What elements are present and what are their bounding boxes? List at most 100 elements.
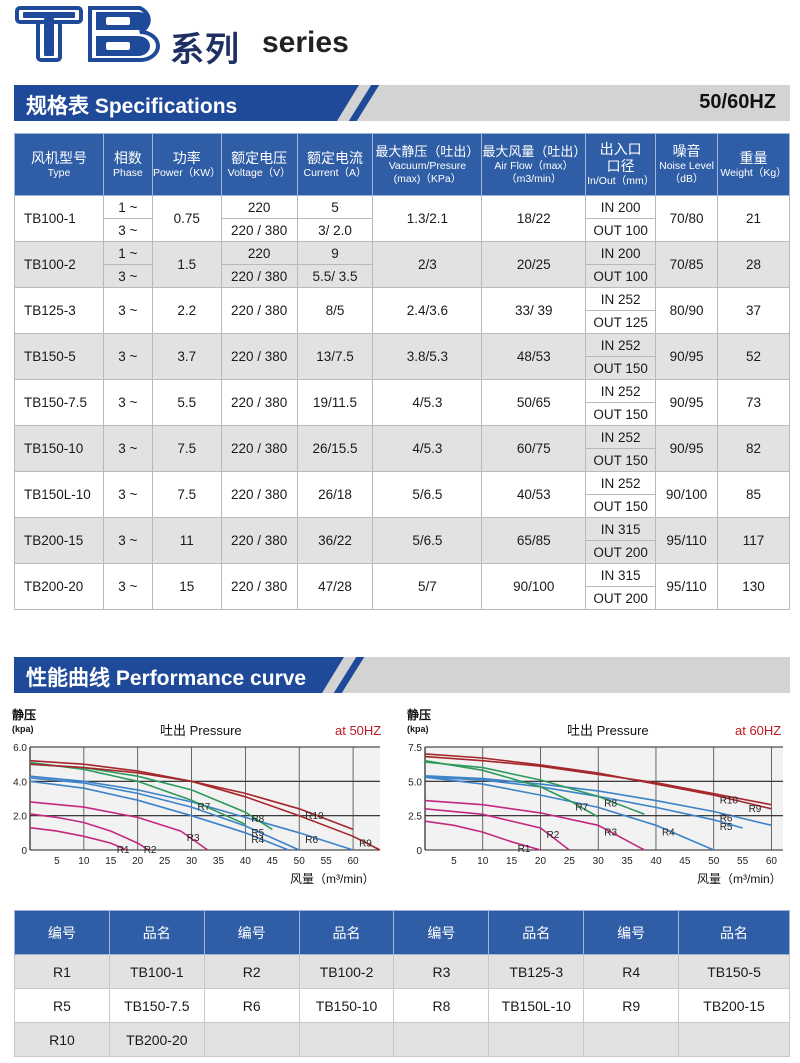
series-line-r9 <box>29 759 381 851</box>
airflow-cell: 33/ 39 <box>481 287 587 334</box>
phase-cell: 3 ~ <box>102 471 153 518</box>
series-line-r5 <box>29 777 300 851</box>
voltage-cell: 220 / 380 <box>220 563 298 610</box>
type-cell: TB150-10 <box>14 425 104 472</box>
series-label: R4 <box>662 827 675 838</box>
y-tick-label: 4.0 <box>13 777 27 788</box>
performance-section-bar: 性能曲线 Performance curve <box>14 657 790 693</box>
phase-cell: 1 ~ <box>102 241 153 265</box>
legend-product-cell: TB150-7.5 <box>108 988 205 1023</box>
phase-cell: 3 ~ <box>102 517 153 564</box>
legend-col-code: 编号 <box>14 910 110 955</box>
spec-row: TB200-20 3 ~15 220 / 380 47/28 5/7 90/100 IN 3… <box>14 563 790 610</box>
voltage-cell: 220 / 380 <box>220 517 298 564</box>
series-label: R2 <box>546 830 559 841</box>
col-pressure: 最大静压（吐出） Vacuum/Presure (max)（KPa） <box>372 133 483 196</box>
performance-title: 性能曲线 Performance curve <box>26 667 307 690</box>
power-cell: 15 <box>151 563 222 610</box>
spec-row-sub: OUT 150 <box>15 356 790 380</box>
spec-row-sub: OUT 150 <box>15 402 790 426</box>
legend-product-cell: TB125-3 <box>488 954 585 989</box>
pressure-cell: 3.8/5.3 <box>372 333 483 380</box>
airflow-cell: 48/53 <box>481 333 587 380</box>
chart-svg: 0 2.5 5.0 7.5 5 10 15 20 25 30 35 40 45 50 55 60 R1 R2 R3 R… <box>407 707 783 886</box>
legend-code-cell <box>583 1022 680 1057</box>
power-cell: 7.5 <box>151 425 222 472</box>
specifications-table: 风机型号 Type 相数 Phase 功率 Power（KW） 额定电压 Voltage… <box>14 133 790 610</box>
y-tick-label: 0 <box>21 846 27 857</box>
series-line-r2 <box>424 808 570 851</box>
x-tick-label: 30 <box>593 856 605 867</box>
pressure-cell: 4/5.3 <box>372 425 483 472</box>
type-cell: TB125-3 <box>14 287 104 334</box>
x-tick-label: 35 <box>622 856 634 867</box>
current-cell: 5.5/ 3.5 <box>296 264 374 288</box>
noise-cell: 90/95 <box>655 333 719 380</box>
airflow-cell: 60/75 <box>481 425 587 472</box>
current-cell: 19/11.5 <box>296 379 374 426</box>
performance-chart-50hz: 0 2.0 4.0 6.0 5 10 15 20 25 30 35 40 45 50 55 60 R1 R2 R3 R… <box>10 705 400 890</box>
x-tick-label: 5 <box>54 856 60 867</box>
spec-row: TB125-3 3 ~2.2 220 / 380 8/5 2.4/3.6 33/ 39 IN… <box>14 287 790 334</box>
noise-cell: 95/110 <box>655 517 719 564</box>
type-cell: TB100-2 <box>14 241 104 288</box>
pressure-cell: 5/6.5 <box>372 471 483 518</box>
x-tick-label: 55 <box>737 856 749 867</box>
series-label: R5 <box>251 828 264 839</box>
airflow-cell: 40/53 <box>481 471 587 518</box>
outlet-cell: OUT 150 <box>585 494 657 518</box>
legend-code-cell: R2 <box>203 954 300 989</box>
series-label: R7 <box>198 802 211 813</box>
pressure-cell: 5/7 <box>372 563 483 610</box>
series-label: R1 <box>117 845 130 856</box>
series-label: R9 <box>359 838 372 849</box>
x-tick-label: 10 <box>78 856 90 867</box>
chart-frequency: at 50HZ <box>335 723 381 738</box>
performance-chart-60hz: 0 2.5 5.0 7.5 5 10 15 20 25 30 35 40 45 50 55 60 R1 R2 R3 R… <box>405 705 795 890</box>
section-bar-accent <box>14 657 344 693</box>
inlet-cell: IN 252 <box>585 333 657 357</box>
current-cell: 26/18 <box>296 471 374 518</box>
chart-svg: 0 2.0 4.0 6.0 5 10 15 20 25 30 35 40 45 50 55 60 R1 R2 R3 R… <box>12 707 381 886</box>
legend-product-cell: TB100-1 <box>108 954 205 989</box>
series-line-r1 <box>424 820 541 851</box>
legend-code-cell: R4 <box>583 954 680 989</box>
voltage-cell: 220 <box>220 241 298 265</box>
noise-cell: 80/90 <box>655 287 719 334</box>
spec-row: TB100-1 1 ~0.75 220 5 1.3/2.1 18/22 IN 200 70/8… <box>14 195 790 242</box>
legend-product-cell: TB200-15 <box>678 988 790 1023</box>
legend-code-cell: R9 <box>583 988 680 1023</box>
plot-area <box>30 747 380 850</box>
series-label: R8 <box>604 798 617 809</box>
spec-row-sub: OUT 150 <box>15 494 790 518</box>
phase-cell: 3 ~ <box>102 425 153 472</box>
series-line-r7 <box>424 759 599 818</box>
x-tick-label: 50 <box>708 856 720 867</box>
legend-code-cell <box>203 1022 300 1057</box>
power-cell: 2.2 <box>151 287 222 334</box>
series-label: R2 <box>144 845 157 856</box>
voltage-cell: 220 / 380 <box>220 333 298 380</box>
phase-cell: 1 ~ <box>102 195 153 219</box>
series-label: R1 <box>518 844 531 855</box>
current-cell: 26/15.5 <box>296 425 374 472</box>
page-header: 系列 series <box>0 0 800 80</box>
legend-col-code: 编号 <box>583 910 680 955</box>
pressure-cell: 1.3/2.1 <box>372 195 483 242</box>
legend-header-row: 编号 品名 编号 品名 编号 品名 编号 品名 <box>14 910 790 955</box>
legend-code-cell: R10 <box>14 1022 110 1057</box>
legend-product-cell: TB200-20 <box>108 1022 205 1057</box>
spec-row-sub: 3 ~ 220 / 380 3/ 2.0 OUT 100 <box>15 218 790 242</box>
voltage-cell: 220 <box>220 195 298 219</box>
weight-cell: 73 <box>717 379 790 426</box>
power-cell: 0.75 <box>151 195 222 242</box>
legend-product-cell <box>298 1022 395 1057</box>
series-line-r10 <box>29 763 354 831</box>
y-axis-label: 静压 <box>407 707 431 722</box>
series-line-r1 <box>29 826 128 851</box>
y-tick-label: 0 <box>416 846 422 857</box>
series-label: R9 <box>749 804 762 815</box>
voltage-cell: 220 / 380 <box>220 379 298 426</box>
spec-table-body: TB100-1 1 ~0.75 220 5 1.3/2.1 18/22 IN 200 70/8… <box>14 195 790 610</box>
x-tick-label: 25 <box>159 856 171 867</box>
